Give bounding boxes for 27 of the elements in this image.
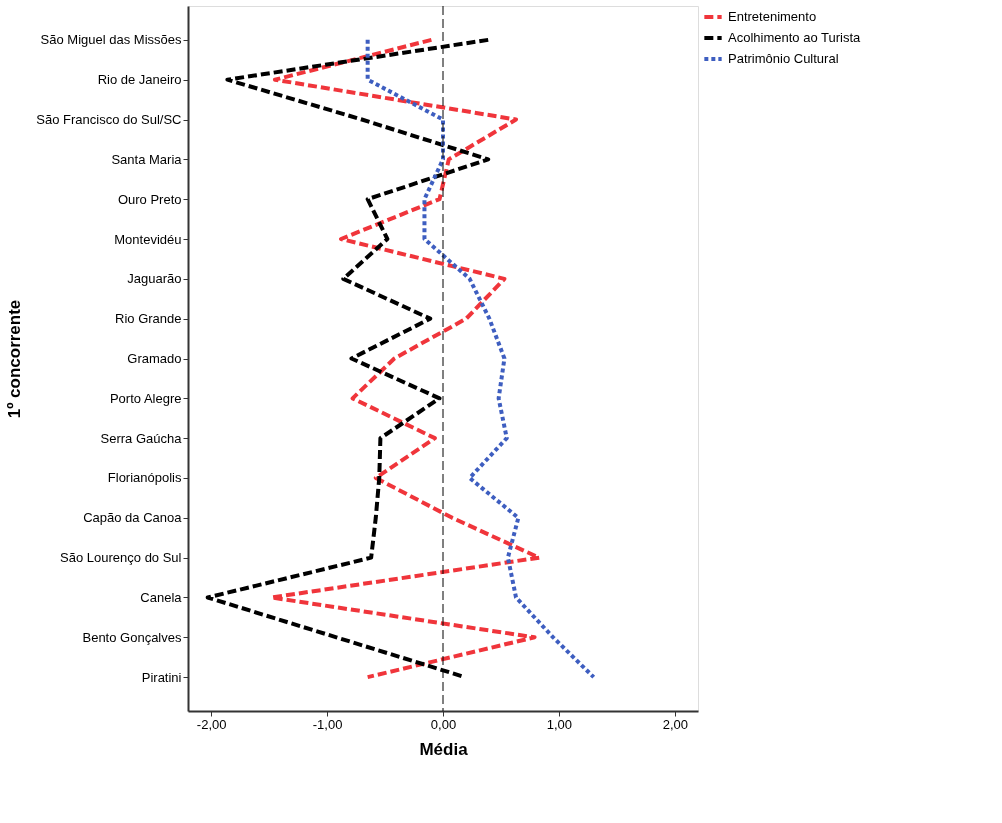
x-tick-label: 0,00 — [430, 716, 457, 732]
y-tick-label: Bento Gonçalves — [82, 629, 182, 645]
y-tick-label: Piratini — [141, 669, 182, 685]
y-tick-label: Porto Alegre — [109, 390, 182, 406]
y-tick-label: Capão da Canoa — [83, 510, 183, 526]
y-tick-label: Rio Grande — [115, 311, 182, 327]
x-tick-label: 1,00 — [546, 716, 573, 732]
y-tick-label: Montevidéu — [114, 231, 182, 247]
y-tick-label: Rio de Janeiro — [97, 72, 182, 88]
y-tick-label: São Lourenço do Sul — [60, 550, 182, 566]
y-tick-label: São Miguel das Missões — [40, 32, 182, 48]
y-tick-label: Ouro Preto — [117, 191, 182, 207]
legend-label: Patrimônio Cultural — [728, 51, 839, 66]
y-tick-label: Serra Gaúcha — [100, 430, 183, 446]
y-tick-label: Florianópolis — [107, 470, 182, 486]
y-tick-label: São Francisco do Sul/SC — [36, 112, 182, 128]
y-tick-label: Jaguarão — [127, 271, 182, 287]
legend-label: Entretenimento — [728, 9, 817, 24]
x-tick-label: -2,00 — [196, 716, 227, 732]
y-tick-label: Santa Maria — [111, 151, 183, 167]
x-axis-title: Média — [419, 739, 469, 759]
legend-label: Acolhimento ao Turista — [728, 30, 861, 45]
x-tick-label: -1,00 — [312, 716, 343, 732]
y-tick-label: Canela — [140, 589, 183, 605]
x-tick-label: 2,00 — [662, 716, 688, 732]
y-tick-label: Gramado — [127, 351, 182, 366]
y-axis-title: 1º concorrente — [5, 299, 25, 419]
